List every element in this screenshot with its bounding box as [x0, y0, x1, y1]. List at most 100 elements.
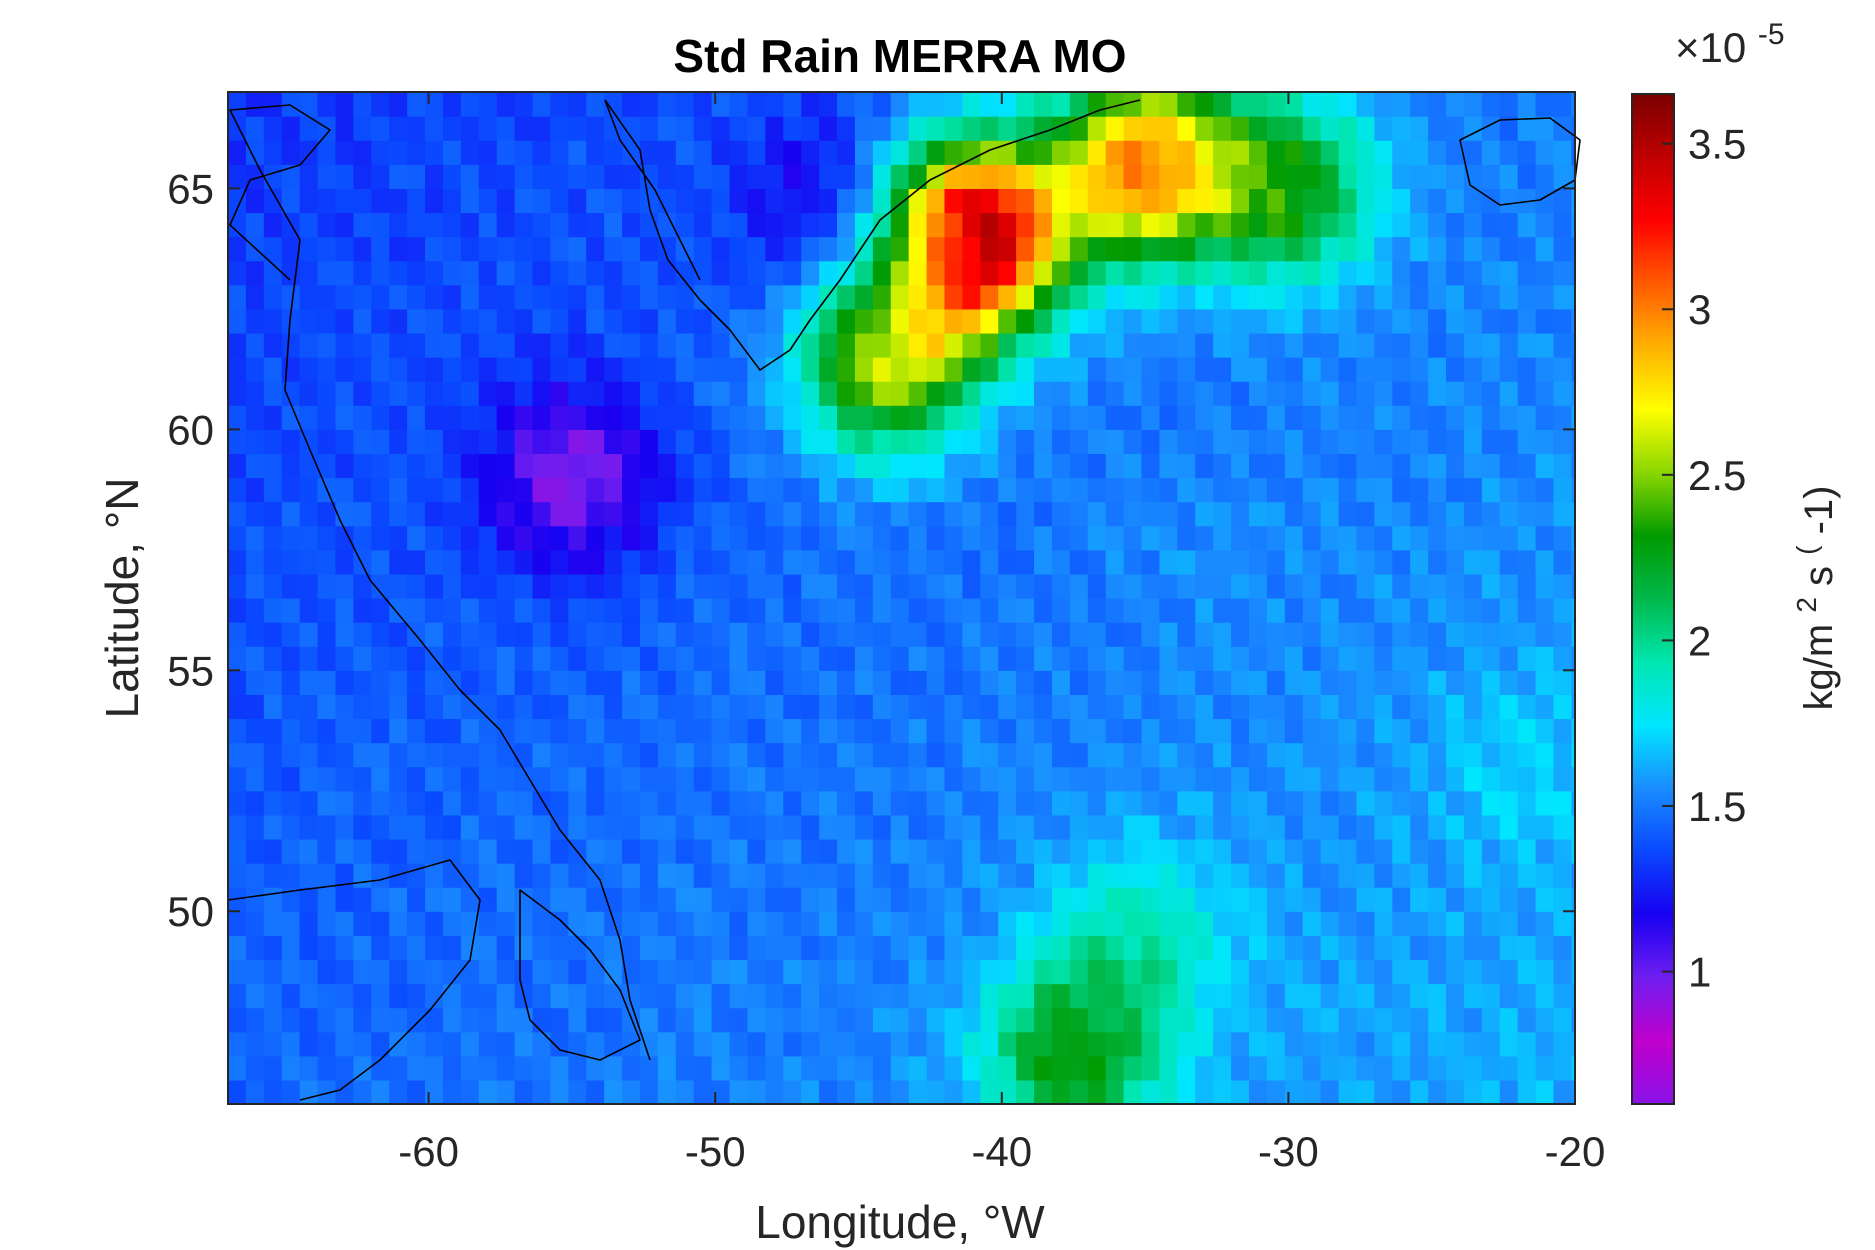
heatmap-cell: [998, 429, 1017, 455]
heatmap-cell: [1069, 549, 1089, 575]
heatmap-cell: [1553, 598, 1573, 623]
heatmap-cell: [371, 670, 390, 695]
heatmap-cell: [1249, 116, 1268, 141]
heatmap-cell: [693, 1031, 713, 1057]
heatmap-cell: [353, 1031, 372, 1057]
heatmap-cell: [1356, 838, 1375, 864]
heatmap-cell: [1016, 501, 1035, 527]
heatmap-cell: [801, 140, 820, 165]
heatmap-cell: [1463, 453, 1483, 479]
heatmap-cell: [604, 573, 623, 599]
heatmap-cell: [1141, 92, 1161, 117]
heatmap-cell: [783, 381, 802, 406]
heatmap-cell: [1446, 742, 1465, 768]
heatmap-cell: [801, 935, 820, 961]
heatmap-cell: [550, 140, 569, 165]
heatmap-cell: [532, 284, 552, 310]
heatmap-cell: [908, 188, 928, 214]
heatmap-cell: [1392, 670, 1411, 695]
heatmap-cell: [657, 646, 677, 671]
heatmap-cell: [568, 501, 587, 527]
heatmap-cell: [281, 718, 301, 744]
heatmap-cell: [1356, 236, 1375, 262]
heatmap-cell: [998, 501, 1017, 527]
heatmap-cell: [299, 188, 319, 214]
heatmap-cell: [1141, 694, 1161, 720]
heatmap-cell: [532, 357, 552, 382]
heatmap-cell: [1428, 140, 1447, 165]
heatmap-cell: [1177, 188, 1196, 214]
heatmap-cell: [1374, 140, 1393, 165]
heatmap-cell: [1410, 646, 1429, 671]
heatmap-cell: [1195, 92, 1214, 117]
heatmap-cell: [801, 911, 820, 936]
heatmap-cell: [299, 357, 319, 382]
heatmap-cell: [1517, 1055, 1537, 1081]
heatmap-cell: [675, 357, 695, 382]
heatmap-cell: [586, 332, 605, 358]
heatmap-cell: [783, 453, 802, 479]
heatmap-cell: [1087, 116, 1107, 141]
heatmap-cell: [1428, 983, 1447, 1009]
heatmap-cell: [657, 188, 677, 214]
heatmap-cell: [407, 935, 426, 961]
heatmap-cell: [1284, 116, 1304, 141]
heatmap-cell: [622, 308, 641, 334]
heatmap-cell: [729, 622, 749, 647]
heatmap-cell: [1320, 92, 1340, 117]
heatmap-cell: [1535, 742, 1555, 768]
heatmap-cell: [783, 959, 802, 985]
heatmap-cell: [980, 284, 999, 310]
heatmap-cell: [944, 332, 963, 358]
heatmap-cell: [281, 814, 301, 840]
heatmap-cell: [568, 381, 587, 406]
heatmap-cell: [962, 477, 981, 503]
heatmap-cell: [854, 453, 874, 479]
heatmap-cell: [711, 573, 731, 599]
heatmap-cell: [353, 477, 372, 503]
heatmap-cell: [1016, 116, 1035, 141]
heatmap-cell: [1302, 164, 1322, 189]
heatmap-cell: [908, 1055, 928, 1081]
heatmap-cell: [478, 308, 498, 334]
heatmap-cell: [425, 477, 444, 503]
heatmap-cell: [1356, 742, 1375, 768]
heatmap-cell: [353, 694, 372, 720]
heatmap-cell: [407, 1079, 426, 1105]
heatmap-cell: [819, 429, 838, 455]
heatmap-cell: [353, 742, 372, 768]
heatmap-cell: [1571, 694, 1576, 720]
heatmap-cell: [783, 116, 802, 141]
heatmap-cell: [514, 718, 534, 744]
heatmap-cell: [1499, 646, 1519, 671]
heatmap-cell: [1392, 935, 1411, 961]
heatmap-cell: [478, 525, 498, 551]
heatmap-cell: [819, 887, 838, 912]
heatmap-cell: [1284, 140, 1304, 165]
heatmap-cell: [837, 598, 856, 623]
heatmap-cell: [1213, 742, 1232, 768]
heatmap-cell: [1069, 357, 1089, 382]
heatmap-cell: [872, 501, 892, 527]
heatmap-cell: [1141, 814, 1161, 840]
heatmap-cell: [514, 935, 534, 961]
heatmap-cell: [1338, 236, 1358, 262]
heatmap-cell: [747, 405, 766, 430]
heatmap-cell: [1392, 549, 1411, 575]
heatmap-cell: [854, 814, 874, 840]
heatmap-cell: [980, 598, 999, 623]
heatmap-cell: [281, 549, 301, 575]
heatmap-cell: [1051, 284, 1071, 310]
heatmap-cell: [263, 381, 283, 406]
heatmap-cell: [1481, 284, 1501, 310]
heatmap-cell: [442, 212, 462, 238]
heatmap-cell: [1123, 260, 1143, 286]
heatmap-cell: [299, 766, 319, 792]
heatmap-cell: [1463, 188, 1483, 214]
heatmap-cell: [854, 429, 874, 455]
heatmap-cell: [1356, 959, 1375, 985]
heatmap-cell: [1249, 814, 1268, 840]
heatmap-cell: [926, 790, 946, 816]
heatmap-cell: [228, 573, 247, 599]
heatmap-cell: [980, 670, 999, 695]
